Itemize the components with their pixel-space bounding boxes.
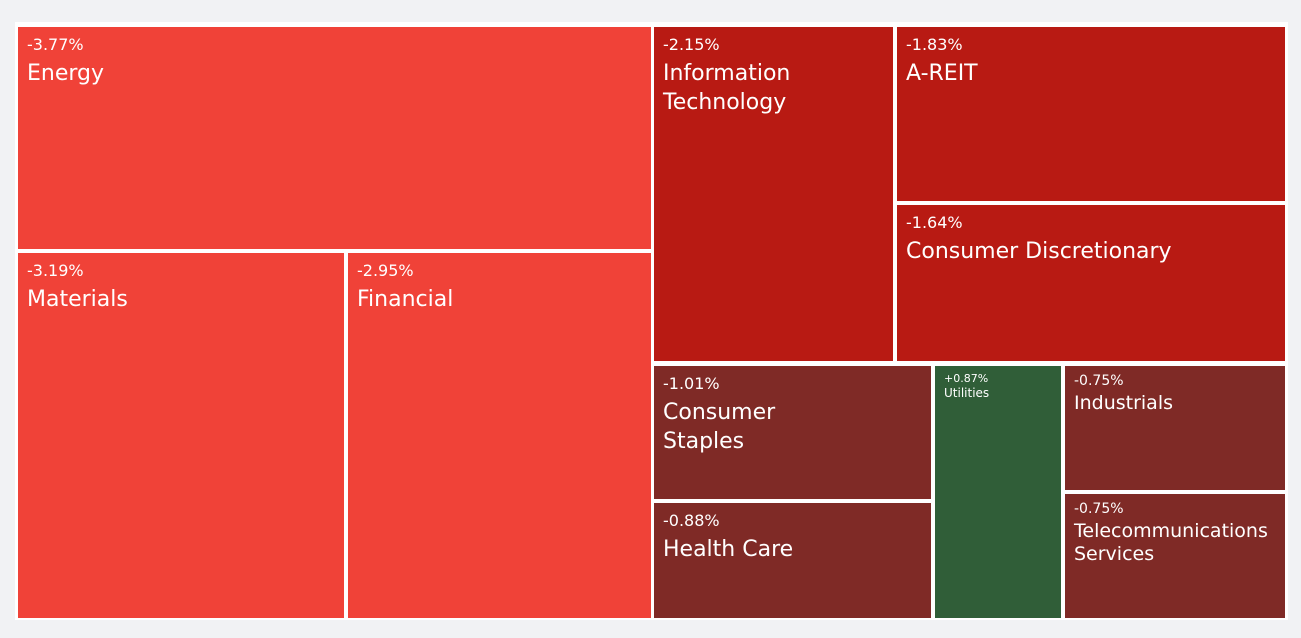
tile-change: -2.95% (357, 261, 414, 280)
tile-a-reit[interactable]: -1.83% A-REIT (897, 27, 1285, 201)
tile-consumer-staples[interactable]: -1.01% Consumer Staples (654, 366, 931, 499)
tile-change: -1.01% (663, 374, 720, 393)
tile-change: -3.19% (27, 261, 84, 280)
tile-materials[interactable]: -3.19% Materials (18, 253, 344, 618)
tile-change: -3.77% (27, 35, 84, 54)
tile-label: Consumer Discretionary (906, 239, 1172, 264)
tile-label: Telecommunications Services (1074, 520, 1268, 565)
tile-information-technology[interactable]: -2.15% Information Technology (654, 27, 893, 361)
tile-consumer-discretionary[interactable]: -1.64% Consumer Discretionary (897, 205, 1285, 361)
tile-change: -0.75% (1074, 501, 1124, 517)
tile-label: Industrials (1074, 392, 1174, 414)
tile-telecommunications-services[interactable]: -0.75% Telecommunications Services (1065, 494, 1285, 618)
tile-change: -1.64% (906, 213, 963, 232)
tile-label: Financial (357, 287, 454, 312)
tile-label: Energy (27, 61, 105, 86)
tile-label: Information Technology (663, 61, 791, 115)
tile-financial[interactable]: -2.95% Financial (348, 253, 651, 618)
tile-health-care[interactable]: -0.88% Health Care (654, 503, 931, 618)
tile-change: -2.15% (663, 35, 720, 54)
tile-utilities[interactable]: +0.87% Utilities (935, 366, 1061, 618)
tile-label: Consumer Staples (663, 400, 776, 454)
tile-industrials[interactable]: -0.75% Industrials (1065, 366, 1285, 490)
tile-energy[interactable]: -3.77% Energy (18, 27, 651, 249)
tile-label: A-REIT (906, 61, 978, 86)
tile-change: -0.88% (663, 511, 720, 530)
tile-label: Utilities (944, 386, 990, 400)
tile-change: +0.87% (944, 372, 989, 385)
sector-treemap: -3.77% Energy -3.19% Materials -2.95% Fi… (15, 22, 1288, 620)
tile-label: Health Care (663, 537, 794, 562)
tile-change: -1.83% (906, 35, 963, 54)
tile-change: -0.75% (1074, 373, 1124, 389)
tile-label: Materials (27, 287, 128, 312)
